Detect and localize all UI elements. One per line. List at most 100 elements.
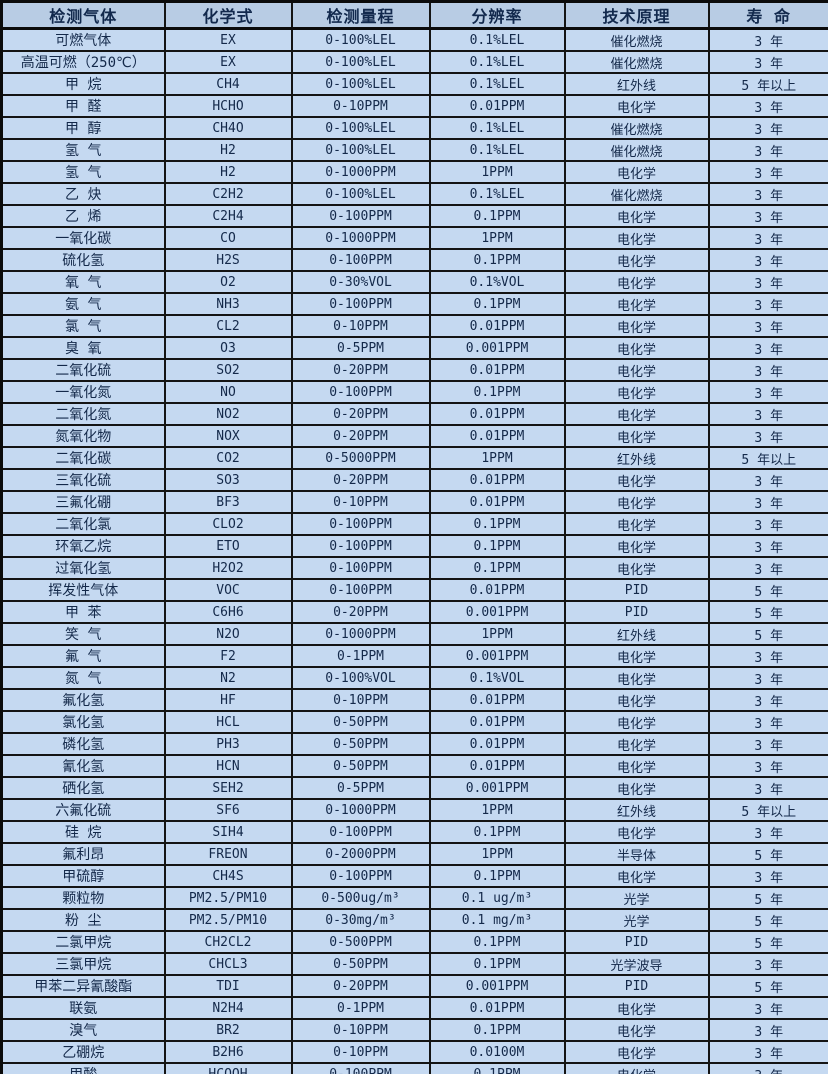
cell-range: 0-50PPM [290, 754, 431, 778]
cell-resolution: 0.1 mg/m³ [428, 908, 566, 932]
cell-principle: 电化学 [563, 1018, 710, 1042]
table-row: 臭 氧 O3 0-5PPM 0.001PPM 电化学 3 年 [0, 336, 828, 360]
cell-resolution: 0.01PPM [428, 578, 566, 602]
table-row: 二氧化氮 NO2 0-20PPM 0.01PPM 电化学 3 年 [0, 402, 828, 426]
table-row: 氮 气 N2 0-100%VOL 0.1%VOL 电化学 3 年 [0, 666, 828, 690]
cell-range: 0-50PPM [290, 710, 431, 734]
cell-principle: 电化学 [563, 94, 710, 118]
table-row: 硫化氢 H2S 0-100PPM 0.1PPM 电化学 3 年 [0, 248, 828, 272]
cell-lifespan: 3 年 [707, 666, 828, 690]
cell-lifespan: 3 年 [707, 512, 828, 536]
cell-range: 0-100PPM [290, 556, 431, 580]
cell-lifespan: 3 年 [707, 50, 828, 74]
cell-lifespan: 3 年 [707, 534, 828, 558]
cell-gas-name: 笑 气 [0, 622, 166, 646]
cell-formula: FREON [163, 842, 293, 866]
cell-principle: 电化学 [563, 204, 710, 228]
table-row: 氨 气 NH3 0-100PPM 0.1PPM 电化学 3 年 [0, 292, 828, 316]
cell-lifespan: 3 年 [707, 380, 828, 404]
cell-range: 0-100PPM [290, 248, 431, 272]
cell-formula: SIH4 [163, 820, 293, 844]
cell-lifespan: 5 年 [707, 600, 828, 624]
cell-range: 0-100PPM [290, 1062, 431, 1074]
cell-lifespan: 3 年 [707, 424, 828, 448]
cell-principle: 电化学 [563, 424, 710, 448]
table-row: 氰化氢 HCN 0-50PPM 0.01PPM 电化学 3 年 [0, 754, 828, 778]
cell-formula: C2H2 [163, 182, 293, 206]
cell-gas-name: 乙 烯 [0, 204, 166, 228]
cell-resolution: 0.01PPM [428, 710, 566, 734]
cell-gas-name: 氢 气 [0, 138, 166, 162]
table-row: 甲苯二异氰酸酯 TDI 0-20PPM 0.001PPM PID 5 年 [0, 974, 828, 998]
cell-lifespan: 5 年以上 [707, 446, 828, 470]
cell-gas-name: 甲硫醇 [0, 864, 166, 888]
cell-formula: CH2CL2 [163, 930, 293, 954]
cell-resolution: 0.01PPM [428, 996, 566, 1020]
cell-range: 0-1000PPM [290, 160, 431, 184]
column-header-range: 检测量程 [290, 0, 431, 30]
cell-resolution: 0.01PPM [428, 314, 566, 338]
cell-range: 0-1PPM [290, 644, 431, 668]
table-row: 溴气 BR2 0-10PPM 0.1PPM 电化学 3 年 [0, 1018, 828, 1042]
cell-range: 0-2000PPM [290, 842, 431, 866]
cell-lifespan: 3 年 [707, 292, 828, 316]
cell-resolution: 0.1PPM [428, 1062, 566, 1074]
cell-formula: PH3 [163, 732, 293, 756]
cell-range: 0-20PPM [290, 358, 431, 382]
cell-gas-name: 一氧化碳 [0, 226, 166, 250]
cell-principle: 催化燃烧 [563, 182, 710, 206]
cell-principle: 电化学 [563, 556, 710, 580]
cell-formula: O3 [163, 336, 293, 360]
cell-gas-name: 二氧化氯 [0, 512, 166, 536]
cell-range: 0-10PPM [290, 1018, 431, 1042]
table-row: 氟利昂 FREON 0-2000PPM 1PPM 半导体 5 年 [0, 842, 828, 866]
cell-gas-name: 氯 气 [0, 314, 166, 338]
cell-resolution: 0.001PPM [428, 644, 566, 668]
table-row: 甲 苯 C6H6 0-20PPM 0.001PPM PID 5 年 [0, 600, 828, 624]
cell-resolution: 0.1PPM [428, 952, 566, 976]
cell-principle: 电化学 [563, 292, 710, 316]
cell-formula: C6H6 [163, 600, 293, 624]
cell-gas-name: 甲酸 [0, 1062, 166, 1074]
cell-formula: CO2 [163, 446, 293, 470]
cell-principle: 电化学 [563, 402, 710, 426]
cell-range: 0-100%LEL [290, 182, 431, 206]
cell-formula: BR2 [163, 1018, 293, 1042]
table-row: 一氧化碳 CO 0-1000PPM 1PPM 电化学 3 年 [0, 226, 828, 250]
table-row: 二氯甲烷 CH2CL2 0-500PPM 0.1PPM PID 5 年 [0, 930, 828, 954]
cell-gas-name: 六氟化硫 [0, 798, 166, 822]
cell-formula: C2H4 [163, 204, 293, 228]
cell-resolution: 0.001PPM [428, 600, 566, 624]
cell-resolution: 0.1PPM [428, 820, 566, 844]
cell-range: 0-5000PPM [290, 446, 431, 470]
cell-principle: 电化学 [563, 248, 710, 272]
cell-gas-name: 氮氧化物 [0, 424, 166, 448]
cell-principle: 红外线 [563, 622, 710, 646]
table-row: 过氧化氢 H2O2 0-100PPM 0.1PPM 电化学 3 年 [0, 556, 828, 580]
cell-resolution: 0.1PPM [428, 534, 566, 558]
cell-gas-name: 环氧乙烷 [0, 534, 166, 558]
cell-range: 0-1000PPM [290, 798, 431, 822]
cell-range: 0-10PPM [290, 688, 431, 712]
cell-resolution: 0.1%LEL [428, 138, 566, 162]
cell-lifespan: 3 年 [707, 952, 828, 976]
cell-principle: 催化燃烧 [563, 27, 710, 52]
cell-formula: CHCL3 [163, 952, 293, 976]
cell-lifespan: 5 年 [707, 908, 828, 932]
cell-formula: EX [163, 50, 293, 74]
cell-resolution: 1PPM [428, 622, 566, 646]
cell-formula: HCN [163, 754, 293, 778]
cell-gas-name: 二氯甲烷 [0, 930, 166, 954]
cell-lifespan: 3 年 [707, 182, 828, 206]
cell-principle: 红外线 [563, 446, 710, 470]
column-header-resolution: 分辨率 [428, 0, 566, 30]
table-row: 三氧化硫 SO3 0-20PPM 0.01PPM 电化学 3 年 [0, 468, 828, 492]
cell-lifespan: 3 年 [707, 358, 828, 382]
cell-formula: EX [163, 27, 293, 52]
cell-gas-name: 氧 气 [0, 270, 166, 294]
cell-formula: PM2.5/PM10 [163, 886, 293, 910]
cell-principle: 红外线 [563, 798, 710, 822]
header-row: 检测气体 化学式 检测量程 分辨率 技术原理 寿 命 [0, 0, 828, 30]
cell-range: 0-500PPM [290, 930, 431, 954]
